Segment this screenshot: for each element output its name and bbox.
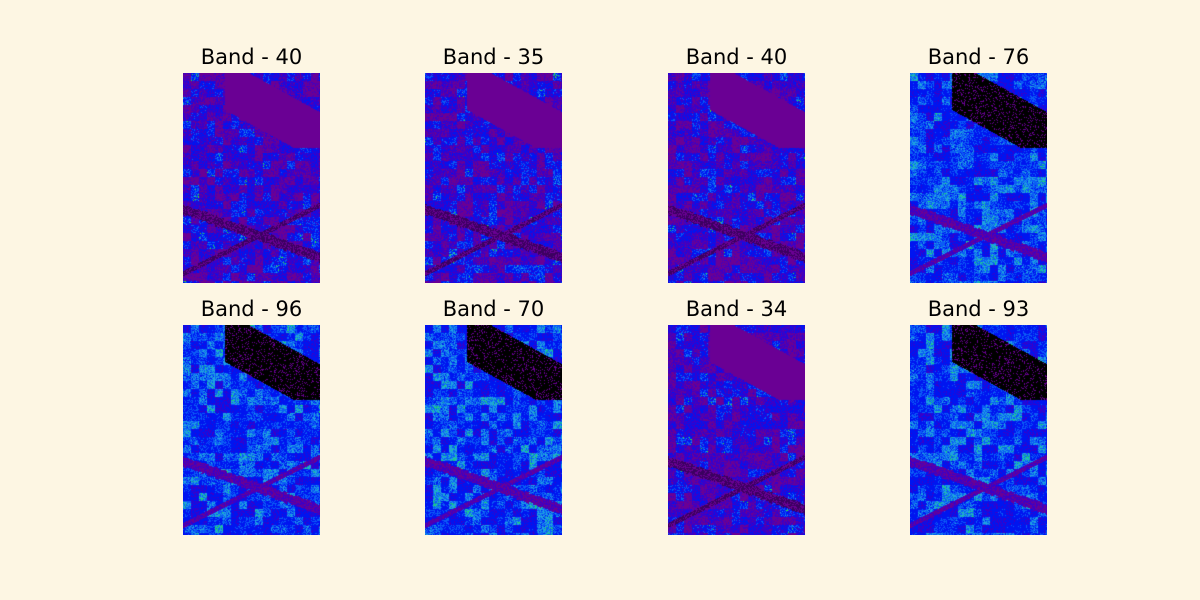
panel-title: Band - 40 [685, 45, 788, 69]
panel-title: Band - 34 [685, 297, 788, 321]
band-image [668, 73, 805, 283]
panel-title: Band - 35 [442, 45, 545, 69]
band-image [183, 73, 320, 283]
band-image [910, 325, 1047, 535]
band-image [668, 325, 805, 535]
panel-title: Band - 76 [927, 45, 1030, 69]
band-image [910, 73, 1047, 283]
band-image [183, 325, 320, 535]
panel-title: Band - 40 [200, 45, 303, 69]
panel-title: Band - 93 [927, 297, 1030, 321]
band-image [425, 73, 562, 283]
panel-title: Band - 96 [200, 297, 303, 321]
panel-title: Band - 70 [442, 297, 545, 321]
band-image [425, 325, 562, 535]
